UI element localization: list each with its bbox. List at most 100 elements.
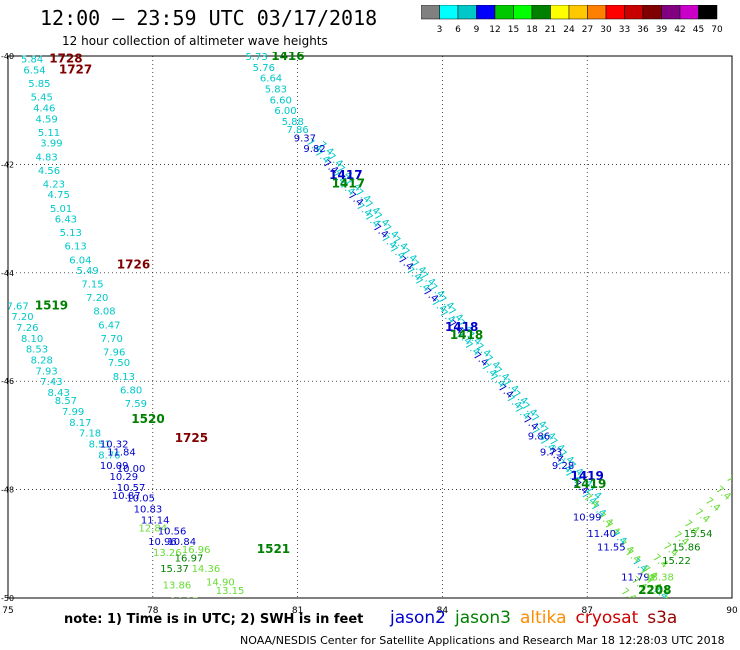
colorbar-label: 24 [563,25,575,35]
track-mark: 7.4 [658,593,677,612]
wave-height-value: 4.59 [35,114,57,125]
time-label: 1418 [445,320,478,334]
time-label: 1419 [573,477,606,491]
wave-height-value: 4.56 [38,166,60,177]
wave-height-value: 10.00 [117,464,146,475]
wave-height-value: 8.53 [26,345,48,356]
y-tick-label: -50 [1,594,14,603]
wave-height-value: 6.80 [120,385,142,396]
wave-height-value: 10.87 [112,491,141,502]
time-label: 1728 [49,52,82,66]
colorbar-label: 3 [437,25,443,35]
satellite-legend-jason3: jason3 [455,608,511,628]
wave-height-value: 8.28 [31,356,53,367]
wave-height-value: 9.82 [303,144,325,155]
wave-height-value: 7.20 [11,312,33,323]
wave-height-value: 4.46 [33,103,55,114]
satellite-legend-altika: altika [520,608,567,628]
wave-height-value: 7.99 [62,407,84,418]
wave-height-value: 10.29 [110,472,139,483]
wave-height-value: 5.49 [77,266,99,277]
wave-height-value: 7.70 [101,334,123,345]
colorbar-label: 9 [474,25,480,35]
wave-height-value: 5.88 [282,117,304,128]
wave-height-value: 8.57 [55,396,77,407]
wave-height-value: 15.22 [662,556,691,567]
wave-height-value: 4.83 [35,152,57,163]
wave-height-value: 5.13 [60,228,82,239]
satellite-legend-cryosat: cryosat [575,608,639,628]
wave-height-value: 10.09 [100,461,129,472]
wave-height-value: 7.15 [81,280,103,291]
time-label: 1418 [450,328,483,342]
colorbar-label: 6 [455,25,461,35]
wave-height-value: 10.56 [158,526,187,537]
wave-height-value: 8.43 [48,388,70,399]
data-layer: 7.47.47.47.47.47.47.47.47.47.47.47.47.47… [8,52,732,612]
colorbar-label: 39 [656,25,668,35]
colorbar-label: 33 [619,25,630,35]
wave-height-value: 14.36 [192,564,221,575]
x-tick-label: 75 [2,606,13,616]
wave-height-value: 3.99 [40,139,62,150]
time-label: 1520 [131,412,164,426]
x-tick-label: 78 [147,606,159,616]
page-subtitle: 12 hour collection of altimeter wave hei… [62,34,328,48]
satellite-legend: jason2 jason3 altika cryosat s3a [390,608,686,628]
colorbar-label: 42 [674,25,685,35]
wave-height-value: 5.76 [253,63,275,74]
wave-height-value: 16.96 [182,545,211,556]
y-tick-label: -40 [1,52,14,61]
wave-height-value: 14.17 [170,597,199,608]
colorbar-swatch [698,5,718,20]
track-mark: 7.4 [619,586,638,605]
colorbar-label: 15 [508,25,519,35]
wave-height-value: 10.32 [100,440,129,451]
wave-height-value: 6.64 [260,74,282,85]
wave-height-value: 8.76 [98,450,120,461]
y-tick-label: -48 [1,486,14,495]
time-label: 1419 [570,469,603,483]
wave-height-value: 13.15 [216,586,245,597]
wave-height-value: 5.45 [31,93,53,104]
wave-height-value: 7.86 [286,125,308,136]
wave-height-value: 8.13 [113,372,135,383]
wave-height-value: 8.08 [93,307,115,318]
wave-height-value: 7.50 [108,358,130,369]
colorbar-label: 18 [526,25,538,35]
wave-height-value: 6.13 [64,242,86,253]
wave-height-value: 7.20 [86,293,108,304]
wave-height-value: 9.86 [528,431,550,442]
plot-frame [7,55,733,599]
y-tick-label: -46 [1,377,14,386]
wave-height-value: 12.84 [138,524,167,535]
wave-height-value: 10.84 [167,537,196,548]
wave-height-value: 5.73 [245,52,267,63]
wave-height-value: 9.28 [552,461,574,472]
wave-height-value: 7.59 [125,399,147,410]
x-tick-label: 90 [726,606,738,616]
wave-height-value: 14.90 [206,578,235,589]
wave-height-value: 15.37 [160,564,189,575]
colorbar-label: 27 [582,25,593,35]
colorbar-label: 70 [711,25,723,35]
colorbar-label: 21 [545,25,556,35]
wave-height-value: 6.47 [98,320,120,331]
wave-height-value: 11.55 [597,543,626,554]
colorbar-label: 36 [637,25,649,35]
wave-height-value: 4.75 [48,190,70,201]
wave-height-value: 13.86 [163,580,192,591]
wave-height-value: 9.37 [294,133,316,144]
wave-height-value: 7.93 [35,366,57,377]
wave-height-value: 7.43 [40,377,62,388]
wave-height-value: 6.00 [274,106,296,117]
time-label: 1727 [59,63,92,77]
x-tick-label: 87 [581,606,592,616]
x-tick-label: 84 [437,606,449,616]
wave-height-value: 16.97 [175,553,204,564]
credit-line: NOAA/NESDIS Center for Satellite Applica… [240,634,725,647]
wave-height-value: 10.99 [573,513,602,524]
wave-height-value: 5.84 [21,55,43,66]
